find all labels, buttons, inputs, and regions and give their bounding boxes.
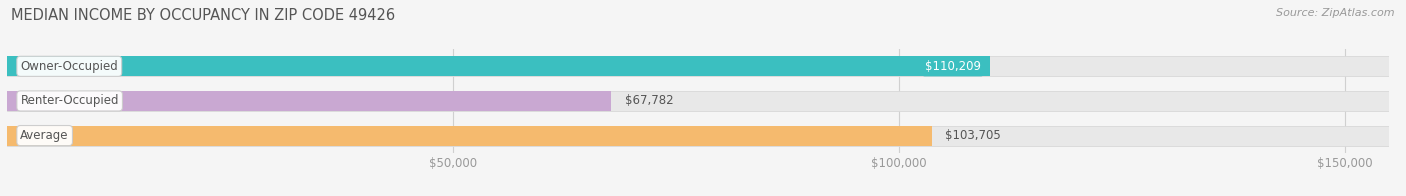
Bar: [7, 56, 990, 76]
Text: $103,705: $103,705: [945, 129, 1001, 142]
Text: Average: Average: [21, 129, 69, 142]
Bar: [7, 125, 1389, 146]
Text: $110,209: $110,209: [925, 60, 981, 73]
Text: $67,782: $67,782: [624, 94, 673, 107]
Bar: [7, 56, 1389, 76]
Text: Owner-Occupied: Owner-Occupied: [21, 60, 118, 73]
Bar: [7, 91, 612, 111]
Text: MEDIAN INCOME BY OCCUPANCY IN ZIP CODE 49426: MEDIAN INCOME BY OCCUPANCY IN ZIP CODE 4…: [11, 8, 395, 23]
Bar: [7, 91, 1389, 111]
Text: Renter-Occupied: Renter-Occupied: [21, 94, 120, 107]
Text: Source: ZipAtlas.com: Source: ZipAtlas.com: [1277, 8, 1395, 18]
Bar: [7, 125, 932, 146]
